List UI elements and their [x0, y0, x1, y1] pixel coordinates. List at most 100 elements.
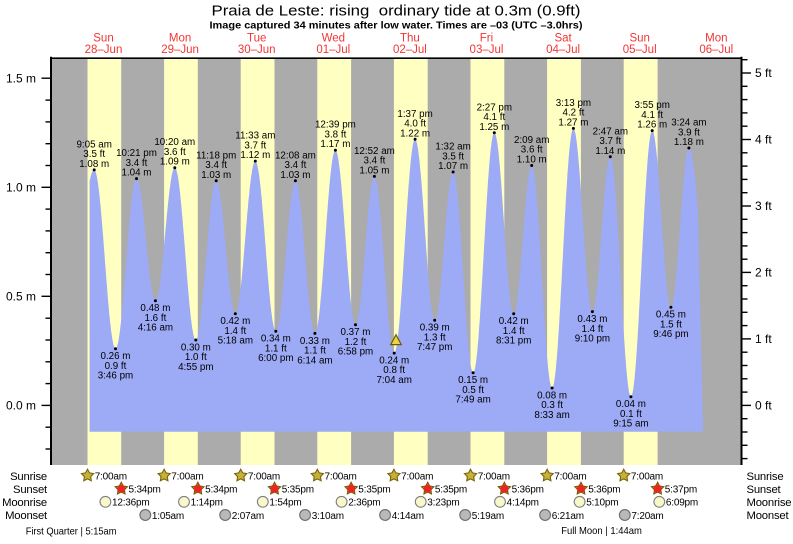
svg-text:1.0 ft: 1.0 ft [185, 352, 207, 363]
svg-text:1.3 ft: 1.3 ft [424, 333, 446, 344]
svg-text:0.37 m: 0.37 m [341, 327, 371, 338]
svg-text:5 ft: 5 ft [755, 66, 772, 80]
svg-text:1:14pm: 1:14pm [191, 498, 223, 509]
svg-text:4 ft: 4 ft [755, 133, 772, 147]
svg-text:Sunset: Sunset [13, 484, 48, 496]
svg-text:11:33 am: 11:33 am [235, 131, 275, 142]
svg-text:1.6 ft: 1.6 ft [145, 313, 167, 324]
svg-text:3.4 ft: 3.4 ft [126, 158, 148, 169]
svg-text:Fri: Fri [480, 33, 493, 45]
svg-text:4.2 ft: 4.2 ft [563, 108, 585, 119]
svg-text:4.1 ft: 4.1 ft [641, 110, 663, 121]
svg-text:2:07am: 2:07am [232, 511, 264, 522]
svg-text:4:14am: 4:14am [392, 511, 424, 522]
svg-text:1.07 m: 1.07 m [438, 161, 468, 172]
svg-text:8:33 am: 8:33 am [534, 410, 569, 421]
svg-text:0.9 ft: 0.9 ft [105, 361, 127, 372]
svg-text:2:27 pm: 2:27 pm [477, 102, 512, 113]
svg-text:0.48 m: 0.48 m [140, 303, 170, 314]
svg-text:0.0 m: 0.0 m [6, 399, 36, 413]
svg-text:4:55 pm: 4:55 pm [178, 362, 213, 373]
svg-text:7:20am: 7:20am [631, 511, 663, 522]
svg-text:2:36pm: 2:36pm [348, 498, 380, 509]
svg-text:1:54pm: 1:54pm [269, 498, 301, 509]
svg-text:3:13 pm: 3:13 pm [556, 98, 591, 109]
svg-text:10:20 am: 10:20 am [154, 137, 195, 148]
svg-text:Moonrise: Moonrise [2, 497, 47, 509]
svg-text:3:10am: 3:10am [312, 511, 344, 522]
svg-text:4.0 ft: 4.0 ft [404, 119, 426, 130]
svg-text:6:00 pm: 6:00 pm [258, 353, 293, 364]
svg-text:Sun: Sun [93, 33, 113, 45]
svg-text:5:35pm: 5:35pm [358, 485, 390, 496]
svg-text:1.18 m: 1.18 m [674, 137, 704, 148]
svg-text:Image captured 34 minutes afte: Image captured 34 minutes after low wate… [210, 20, 583, 32]
svg-text:1.03 m: 1.03 m [201, 170, 231, 181]
svg-text:1.22 m: 1.22 m [400, 128, 430, 139]
svg-text:Thu: Thu [400, 33, 420, 45]
svg-text:Sun: Sun [629, 33, 649, 45]
svg-text:5:34pm: 5:34pm [205, 485, 237, 496]
svg-text:7:00am: 7:00am [631, 472, 663, 483]
svg-text:1.10 m: 1.10 m [517, 155, 547, 166]
svg-text:1.14 m: 1.14 m [595, 146, 625, 157]
svg-text:0.04 m: 0.04 m [616, 399, 646, 410]
svg-text:0.30 m: 0.30 m [181, 342, 211, 353]
svg-text:5:18 am: 5:18 am [218, 336, 253, 347]
svg-text:5:34pm: 5:34pm [129, 485, 161, 496]
svg-text:1.5 ft: 1.5 ft [660, 319, 682, 330]
svg-text:3.5 ft: 3.5 ft [442, 151, 464, 162]
svg-text:3.6 ft: 3.6 ft [521, 145, 543, 156]
svg-text:8:31 pm: 8:31 pm [496, 336, 531, 347]
svg-text:1.26 m: 1.26 m [637, 120, 667, 131]
svg-text:1.2 ft: 1.2 ft [345, 337, 367, 348]
svg-text:0.5 m: 0.5 m [6, 290, 36, 304]
svg-text:1.04 m: 1.04 m [122, 168, 152, 179]
svg-text:1 ft: 1 ft [755, 332, 772, 346]
svg-text:5:37pm: 5:37pm [665, 485, 697, 496]
svg-text:3:23pm: 3:23pm [427, 498, 459, 509]
svg-text:5:36pm: 5:36pm [512, 485, 544, 496]
svg-text:5:19am: 5:19am [472, 511, 504, 522]
svg-text:First Quarter | 5:15am: First Quarter | 5:15am [26, 526, 117, 537]
svg-text:5:35pm: 5:35pm [435, 485, 467, 496]
svg-text:0.43 m: 0.43 m [577, 314, 607, 325]
svg-text:Full Moon | 1:44am: Full Moon | 1:44am [561, 526, 642, 537]
svg-text:30–Jun: 30–Jun [238, 44, 276, 56]
svg-text:02–Jul: 02–Jul [393, 44, 427, 56]
svg-text:1.27 m: 1.27 m [558, 117, 588, 128]
svg-text:12:52 am: 12:52 am [354, 146, 395, 157]
svg-text:0.42 m: 0.42 m [220, 316, 250, 327]
svg-text:4:16 am: 4:16 am [138, 323, 173, 334]
svg-text:4.1 ft: 4.1 ft [483, 112, 505, 123]
svg-text:3 ft: 3 ft [755, 199, 772, 213]
svg-text:29–Jun: 29–Jun [161, 44, 199, 56]
svg-text:11:18 pm: 11:18 pm [196, 150, 236, 161]
svg-text:3:46 pm: 3:46 pm [98, 371, 133, 382]
svg-text:Sat: Sat [554, 33, 572, 45]
svg-text:3:24 am: 3:24 am [671, 118, 706, 129]
svg-text:Tue: Tue [247, 33, 266, 45]
svg-text:7:00am: 7:00am [248, 472, 280, 483]
svg-text:1.09 m: 1.09 m [160, 157, 190, 168]
svg-text:Wed: Wed [322, 33, 345, 45]
svg-text:4:14pm: 4:14pm [507, 498, 539, 509]
svg-text:12:08 am: 12:08 am [275, 150, 316, 161]
svg-text:3.6 ft: 3.6 ft [164, 147, 186, 158]
svg-text:3.4 ft: 3.4 ft [364, 156, 386, 167]
svg-text:1.08 m: 1.08 m [79, 159, 109, 170]
svg-text:0.08 m: 0.08 m [537, 390, 567, 401]
svg-text:3:55 pm: 3:55 pm [634, 100, 669, 111]
svg-text:Mon: Mon [705, 33, 727, 45]
svg-text:7:00am: 7:00am [95, 472, 127, 483]
svg-text:1.4 ft: 1.4 ft [582, 324, 604, 335]
svg-text:1:05am: 1:05am [152, 511, 184, 522]
svg-text:0.34 m: 0.34 m [261, 334, 291, 345]
svg-text:3.4 ft: 3.4 ft [285, 160, 307, 171]
svg-text:3.5 ft: 3.5 ft [83, 149, 105, 160]
svg-text:01–Jul: 01–Jul [316, 44, 350, 56]
svg-text:3.4 ft: 3.4 ft [205, 160, 227, 171]
svg-text:5:35pm: 5:35pm [282, 485, 314, 496]
svg-text:3.7 ft: 3.7 ft [599, 136, 621, 147]
svg-text:Sunrise: Sunrise [10, 471, 47, 483]
